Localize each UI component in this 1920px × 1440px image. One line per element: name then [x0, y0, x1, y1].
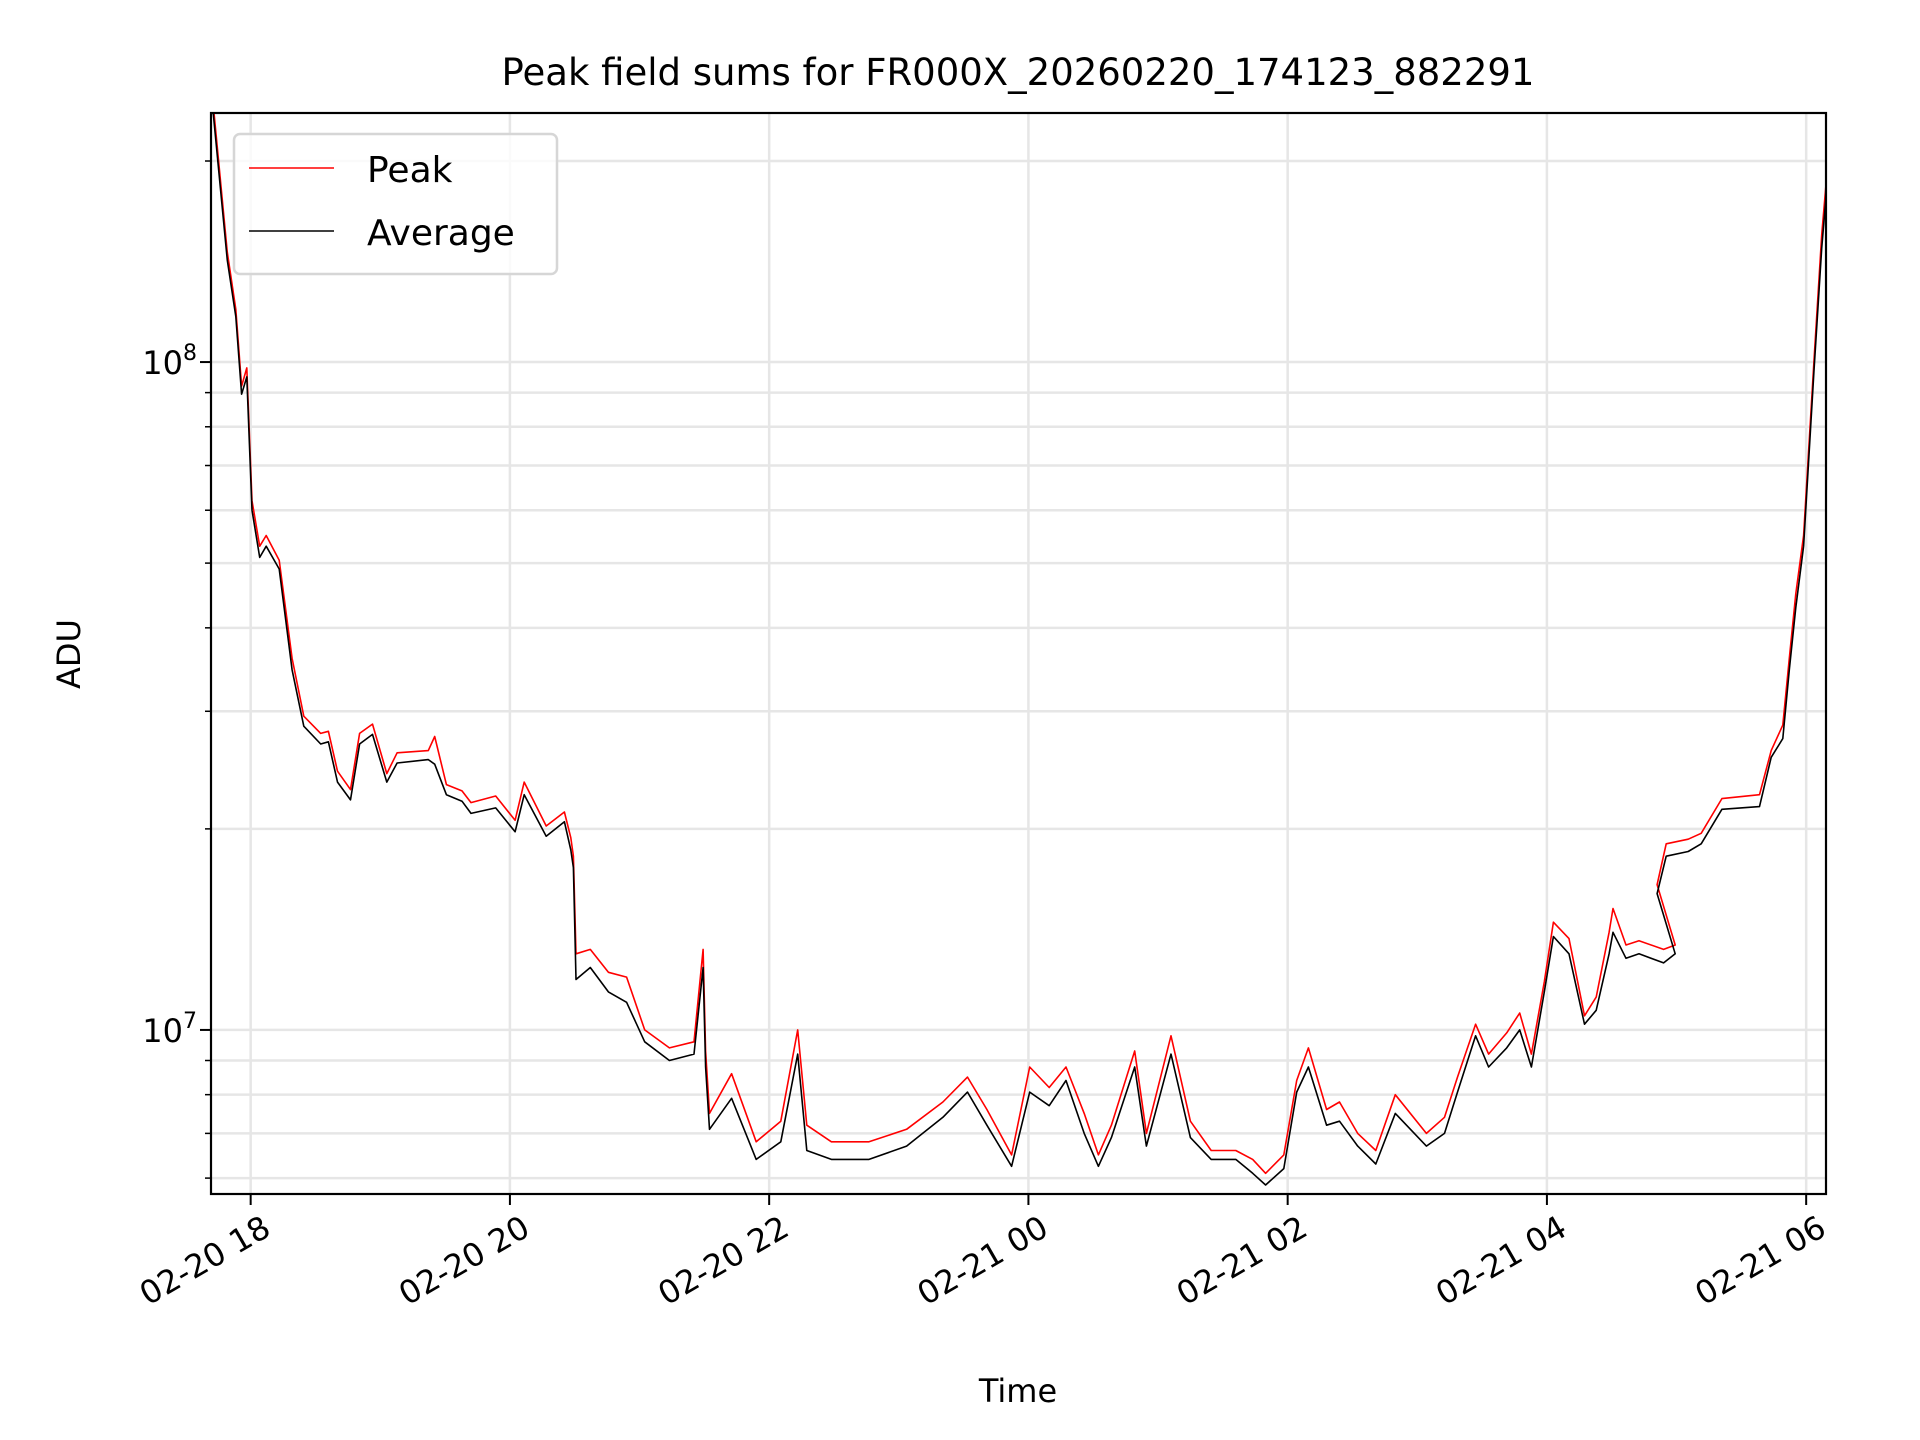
- legend-box: [232, 132, 559, 276]
- y-tick-exponent: 8: [183, 341, 197, 366]
- y-tick-base: 10: [142, 344, 183, 382]
- axes-frame: [209, 111, 1828, 1196]
- y-tick-label: 107: [142, 1009, 197, 1050]
- legend-peak-label: Peak: [367, 150, 453, 191]
- series-line-average: [212, 113, 1826, 1186]
- x-axis-label: Time: [978, 1372, 1057, 1410]
- chart-title: Peak field sums for FR000X_20260220_1741…: [502, 51, 1535, 94]
- series-line-peak: [213, 113, 1826, 1175]
- x-tick-label: 02-21 04: [1429, 1208, 1573, 1313]
- legend-average-label: Average: [367, 213, 515, 254]
- x-tick-label: 02-21 06: [1689, 1208, 1833, 1313]
- x-tick-label: 02-21 02: [1170, 1208, 1314, 1313]
- y-tick-exponent: 7: [183, 1009, 197, 1034]
- x-tick-label: 02-21 00: [911, 1208, 1055, 1313]
- x-tick-label: 02-20 20: [392, 1208, 536, 1313]
- x-tick-label: 02-20 22: [652, 1208, 796, 1313]
- x-axis: 02-20 18 02-20 20 02-20 22 02-21 00 02-21 02…: [133, 1194, 1832, 1313]
- y-axis-label: ADU: [50, 619, 88, 689]
- y-tick-base: 10: [142, 1012, 183, 1050]
- legend: Peak Average: [232, 132, 559, 276]
- x-tick-label: 02-20 18: [133, 1208, 277, 1313]
- grid-lines: [211, 113, 1826, 1194]
- plot-lines: [212, 113, 1826, 1186]
- y-tick-label: 108: [142, 341, 197, 382]
